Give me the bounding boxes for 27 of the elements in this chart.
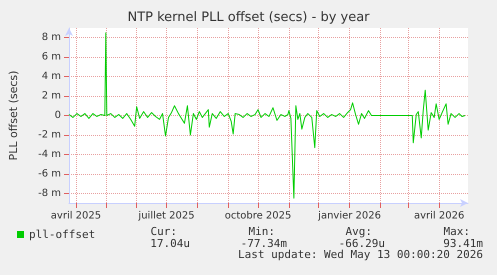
x-tick-label: octobre 2025 — [224, 210, 292, 222]
text: 17.04u — [150, 237, 190, 250]
y-tick-label: -4 m — [38, 148, 61, 160]
text: Avg: — [346, 225, 372, 238]
y-tick-label: -8 m — [38, 188, 61, 199]
y-tick-label: 6 m — [42, 52, 61, 63]
x-tick-label: janvier 2026 — [317, 210, 382, 222]
y-tick-label: 2 m — [42, 90, 61, 102]
y-tick-label: 8 m — [42, 32, 61, 44]
x-tick-label: avril 2026 — [414, 210, 464, 222]
x-tick-label: avril 2025 — [50, 210, 102, 222]
line-series — [68, 32, 466, 199]
text: Max: — [444, 225, 470, 238]
y-axis-title: PLL offset (secs) — [7, 70, 20, 160]
text: 93.41m — [443, 237, 484, 250]
legend-label: pll-offset — [29, 228, 96, 241]
text: Cur: — [150, 225, 178, 238]
y-tick-label: 4 m — [42, 71, 61, 82]
text: Last update: Wed May 13 00:00:20 2026 — [238, 248, 484, 261]
text: Min: — [248, 225, 276, 238]
chart-title: NTP kernel PLL offset (secs) - by year — [127, 10, 370, 25]
text: -77.34m — [240, 237, 288, 250]
text: -66.29u — [338, 237, 385, 250]
y-tick-label: -6 m — [38, 168, 61, 180]
x-tick-label: juillet 2025 — [137, 210, 195, 222]
y-tick-label: -2 m — [38, 129, 61, 140]
y-tick-label: 0 — [54, 110, 61, 121]
